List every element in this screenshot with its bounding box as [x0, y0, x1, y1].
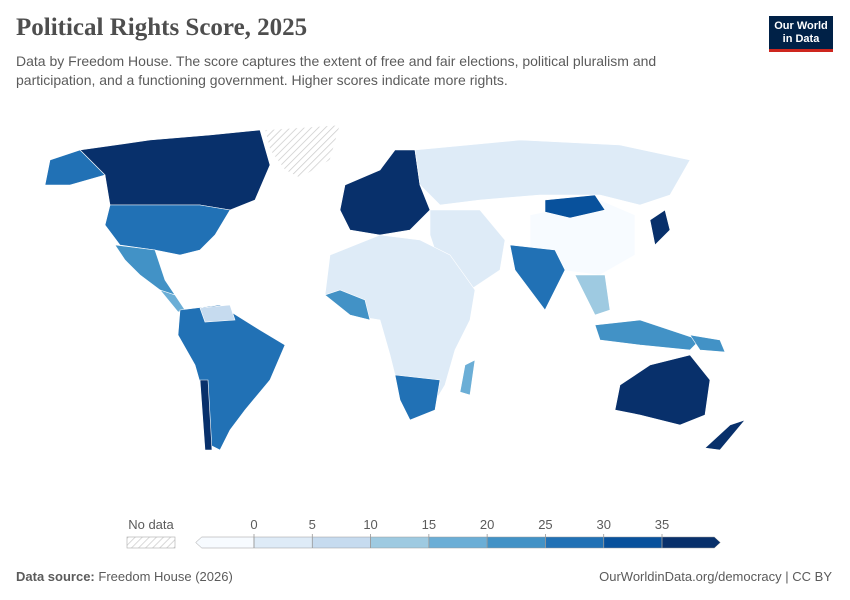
legend-bin — [195, 536, 255, 549]
subtitle-line: participation, and a functioning governm… — [16, 72, 508, 88]
logo-text: Our World — [774, 20, 828, 32]
countries — [44, 124, 746, 451]
alaska — [44, 149, 106, 186]
legend-tick-label: 10 — [363, 517, 377, 532]
legend-tick-label: 30 — [596, 517, 610, 532]
title: Political Rights Score, 2025 — [16, 14, 308, 41]
legend-tick-label: 5 — [309, 517, 316, 532]
source: Data source: Freedom House (2026) — [16, 569, 233, 584]
southern-africa — [394, 374, 441, 421]
australia — [614, 354, 711, 426]
madagascar — [459, 359, 476, 396]
png — [689, 334, 726, 353]
legend-bin — [545, 536, 604, 549]
usa — [104, 204, 231, 256]
legend-tick-label: 15 — [422, 517, 436, 532]
subtitle-line: Data by Freedom House. The score capture… — [16, 53, 657, 69]
legend-tick-label: 20 — [480, 517, 494, 532]
greenland — [264, 124, 341, 179]
south-america — [177, 304, 286, 451]
logo-text: in Data — [782, 33, 820, 45]
mongolia — [544, 194, 606, 219]
india — [509, 244, 566, 311]
chile — [199, 379, 213, 451]
indonesia — [594, 319, 701, 351]
legend-bin — [370, 536, 430, 549]
legend-tick-label: 25 — [538, 517, 552, 532]
west-africa — [324, 289, 371, 321]
source-url[interactable]: OurWorldinData.org/democracy | CC BY — [599, 569, 832, 584]
legend-bin — [486, 536, 546, 549]
legend-bin — [312, 536, 371, 549]
legend-bin — [661, 536, 721, 549]
legend-tick-label: 35 — [655, 517, 669, 532]
new-zealand — [704, 419, 746, 451]
legend-bin — [428, 536, 488, 549]
russia — [414, 139, 691, 206]
canada — [79, 129, 271, 211]
europe — [339, 149, 431, 236]
legend-bin — [253, 536, 313, 549]
subtitle: Data by Freedom House. The score capture… — [16, 52, 656, 90]
legend-tick-label: 0 — [250, 517, 257, 532]
no-data-label: No data — [128, 517, 174, 532]
venezuela — [199, 304, 236, 323]
legend-bin — [603, 536, 663, 549]
logo[interactable]: Our World in Data — [769, 16, 833, 52]
legend: No data 0 5 10 15 20 25 30 35 — [126, 517, 721, 549]
no-data-swatch — [126, 536, 176, 549]
source-text: Freedom House (2026) — [98, 569, 233, 584]
source-label: Data source: — [16, 569, 95, 584]
japan — [649, 209, 671, 246]
southeast-asia — [574, 274, 611, 316]
